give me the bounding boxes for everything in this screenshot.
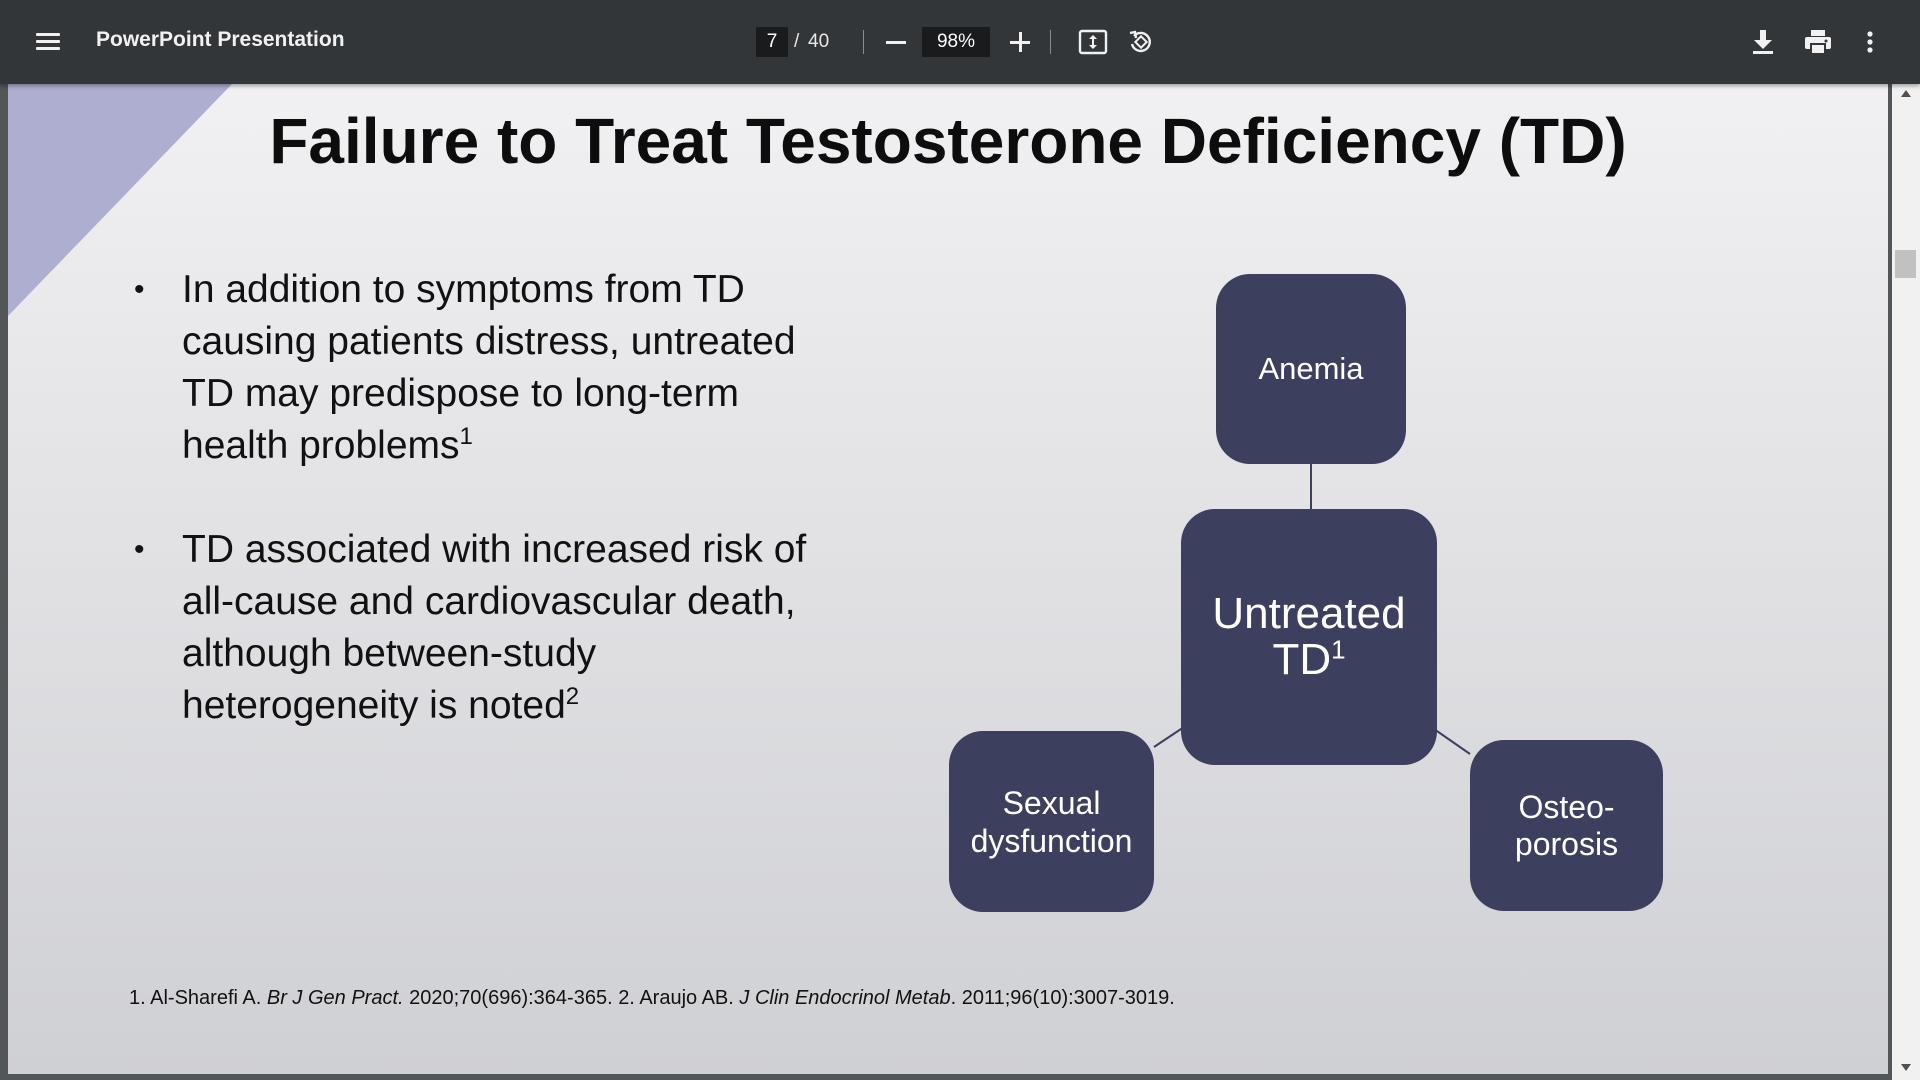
page-number-input[interactable]	[756, 27, 788, 57]
diagram-connectors	[1153, 464, 1471, 755]
diagram-node-center: Untreated TD1	[1181, 509, 1437, 765]
node-label-line: Sexual	[1002, 784, 1101, 821]
citation-superscript: 1	[459, 423, 473, 450]
rotate-icon	[1129, 30, 1151, 53]
document-title: PowerPoint Presentation	[96, 28, 345, 51]
page-total: 40	[808, 31, 830, 52]
scroll-down-arrow-icon[interactable]	[1901, 1064, 1911, 1071]
node-label-line: Osteo-	[1518, 788, 1615, 825]
download-button[interactable]	[1744, 22, 1782, 62]
menu-icon	[36, 33, 60, 51]
scroll-thumb[interactable]	[1895, 250, 1916, 278]
slide-page: Failure to Treat Testosterone Deficiency…	[8, 84, 1888, 1074]
ref-journal: J Clin Endocrinol Metab	[739, 987, 951, 1009]
ref-text: 1. Al-Sharefi A.	[129, 987, 267, 1009]
zoom-in-button[interactable]	[1000, 22, 1040, 62]
node-label: Anemia	[1258, 351, 1364, 386]
bullet-item: • In addition to symptoms from TD causin…	[128, 264, 828, 472]
diagram-node-anemia: Anemia	[1216, 274, 1406, 464]
page-separator: /	[794, 31, 800, 52]
node-label: Untreated TD1	[1181, 591, 1437, 683]
download-icon	[1753, 30, 1773, 54]
bullet-dot: •	[134, 273, 145, 306]
rotate-button[interactable]	[1122, 22, 1160, 62]
print-icon	[1805, 30, 1831, 55]
zoom-out-icon	[886, 40, 906, 44]
bullet-text: In addition to symptoms from TD causing …	[182, 268, 796, 467]
slide-title: Failure to Treat Testosterone Deficiency…	[269, 105, 1627, 177]
node-label: Osteo- porosis	[1515, 789, 1618, 863]
node-label-line: porosis	[1514, 825, 1619, 862]
fit-to-page-button[interactable]	[1074, 22, 1112, 62]
fit-to-page-icon	[1078, 29, 1108, 55]
more-vert-icon	[1867, 31, 1873, 53]
center-label: Untreated TD	[1212, 589, 1406, 684]
vertical-scrollbar[interactable]	[1892, 84, 1920, 1080]
diagram-node-osteoporosis: Osteo- porosis	[1470, 740, 1663, 911]
ref-journal: Br J Gen Pract.	[266, 987, 404, 1009]
connector-left	[1153, 726, 1185, 748]
diagram-node-sexual-dysfunction: Sexual dysfunction	[949, 731, 1154, 912]
toolbar-divider	[1050, 30, 1051, 54]
ref-text: . 2011;96(10):3007-3019.	[950, 987, 1175, 1009]
bullet-dot: •	[134, 533, 145, 566]
connector-right	[1433, 728, 1471, 755]
citation-superscript: 2	[565, 683, 580, 710]
zoom-out-button[interactable]	[878, 22, 914, 62]
viewer-toolbar: PowerPoint Presentation / 40	[0, 0, 1920, 84]
corner-accent-triangle	[8, 84, 232, 316]
print-button[interactable]	[1798, 22, 1838, 62]
bullet-text: TD associated with increased risk of all…	[182, 528, 807, 727]
node-label-line: dysfunction	[970, 822, 1133, 859]
ref-text: 2020;70(696):364-365. 2. Araujo AB.	[403, 987, 740, 1009]
zoom-in-icon	[1010, 32, 1030, 52]
scroll-up-arrow-icon[interactable]	[1901, 90, 1911, 97]
bullet-item: • TD associated with increased risk of a…	[128, 524, 828, 732]
references: 1. Al-Sharefi A. Br J Gen Pract. 2020;70…	[129, 987, 1175, 1010]
more-actions-button[interactable]	[1852, 22, 1888, 62]
zoom-level-input[interactable]	[922, 27, 990, 57]
node-label: Sexual dysfunction	[971, 784, 1133, 860]
citation-superscript: 1	[1331, 634, 1346, 665]
menu-button[interactable]	[28, 22, 68, 62]
bullet-list: • In addition to symptoms from TD causin…	[128, 264, 828, 784]
toolbar-divider	[863, 30, 864, 54]
